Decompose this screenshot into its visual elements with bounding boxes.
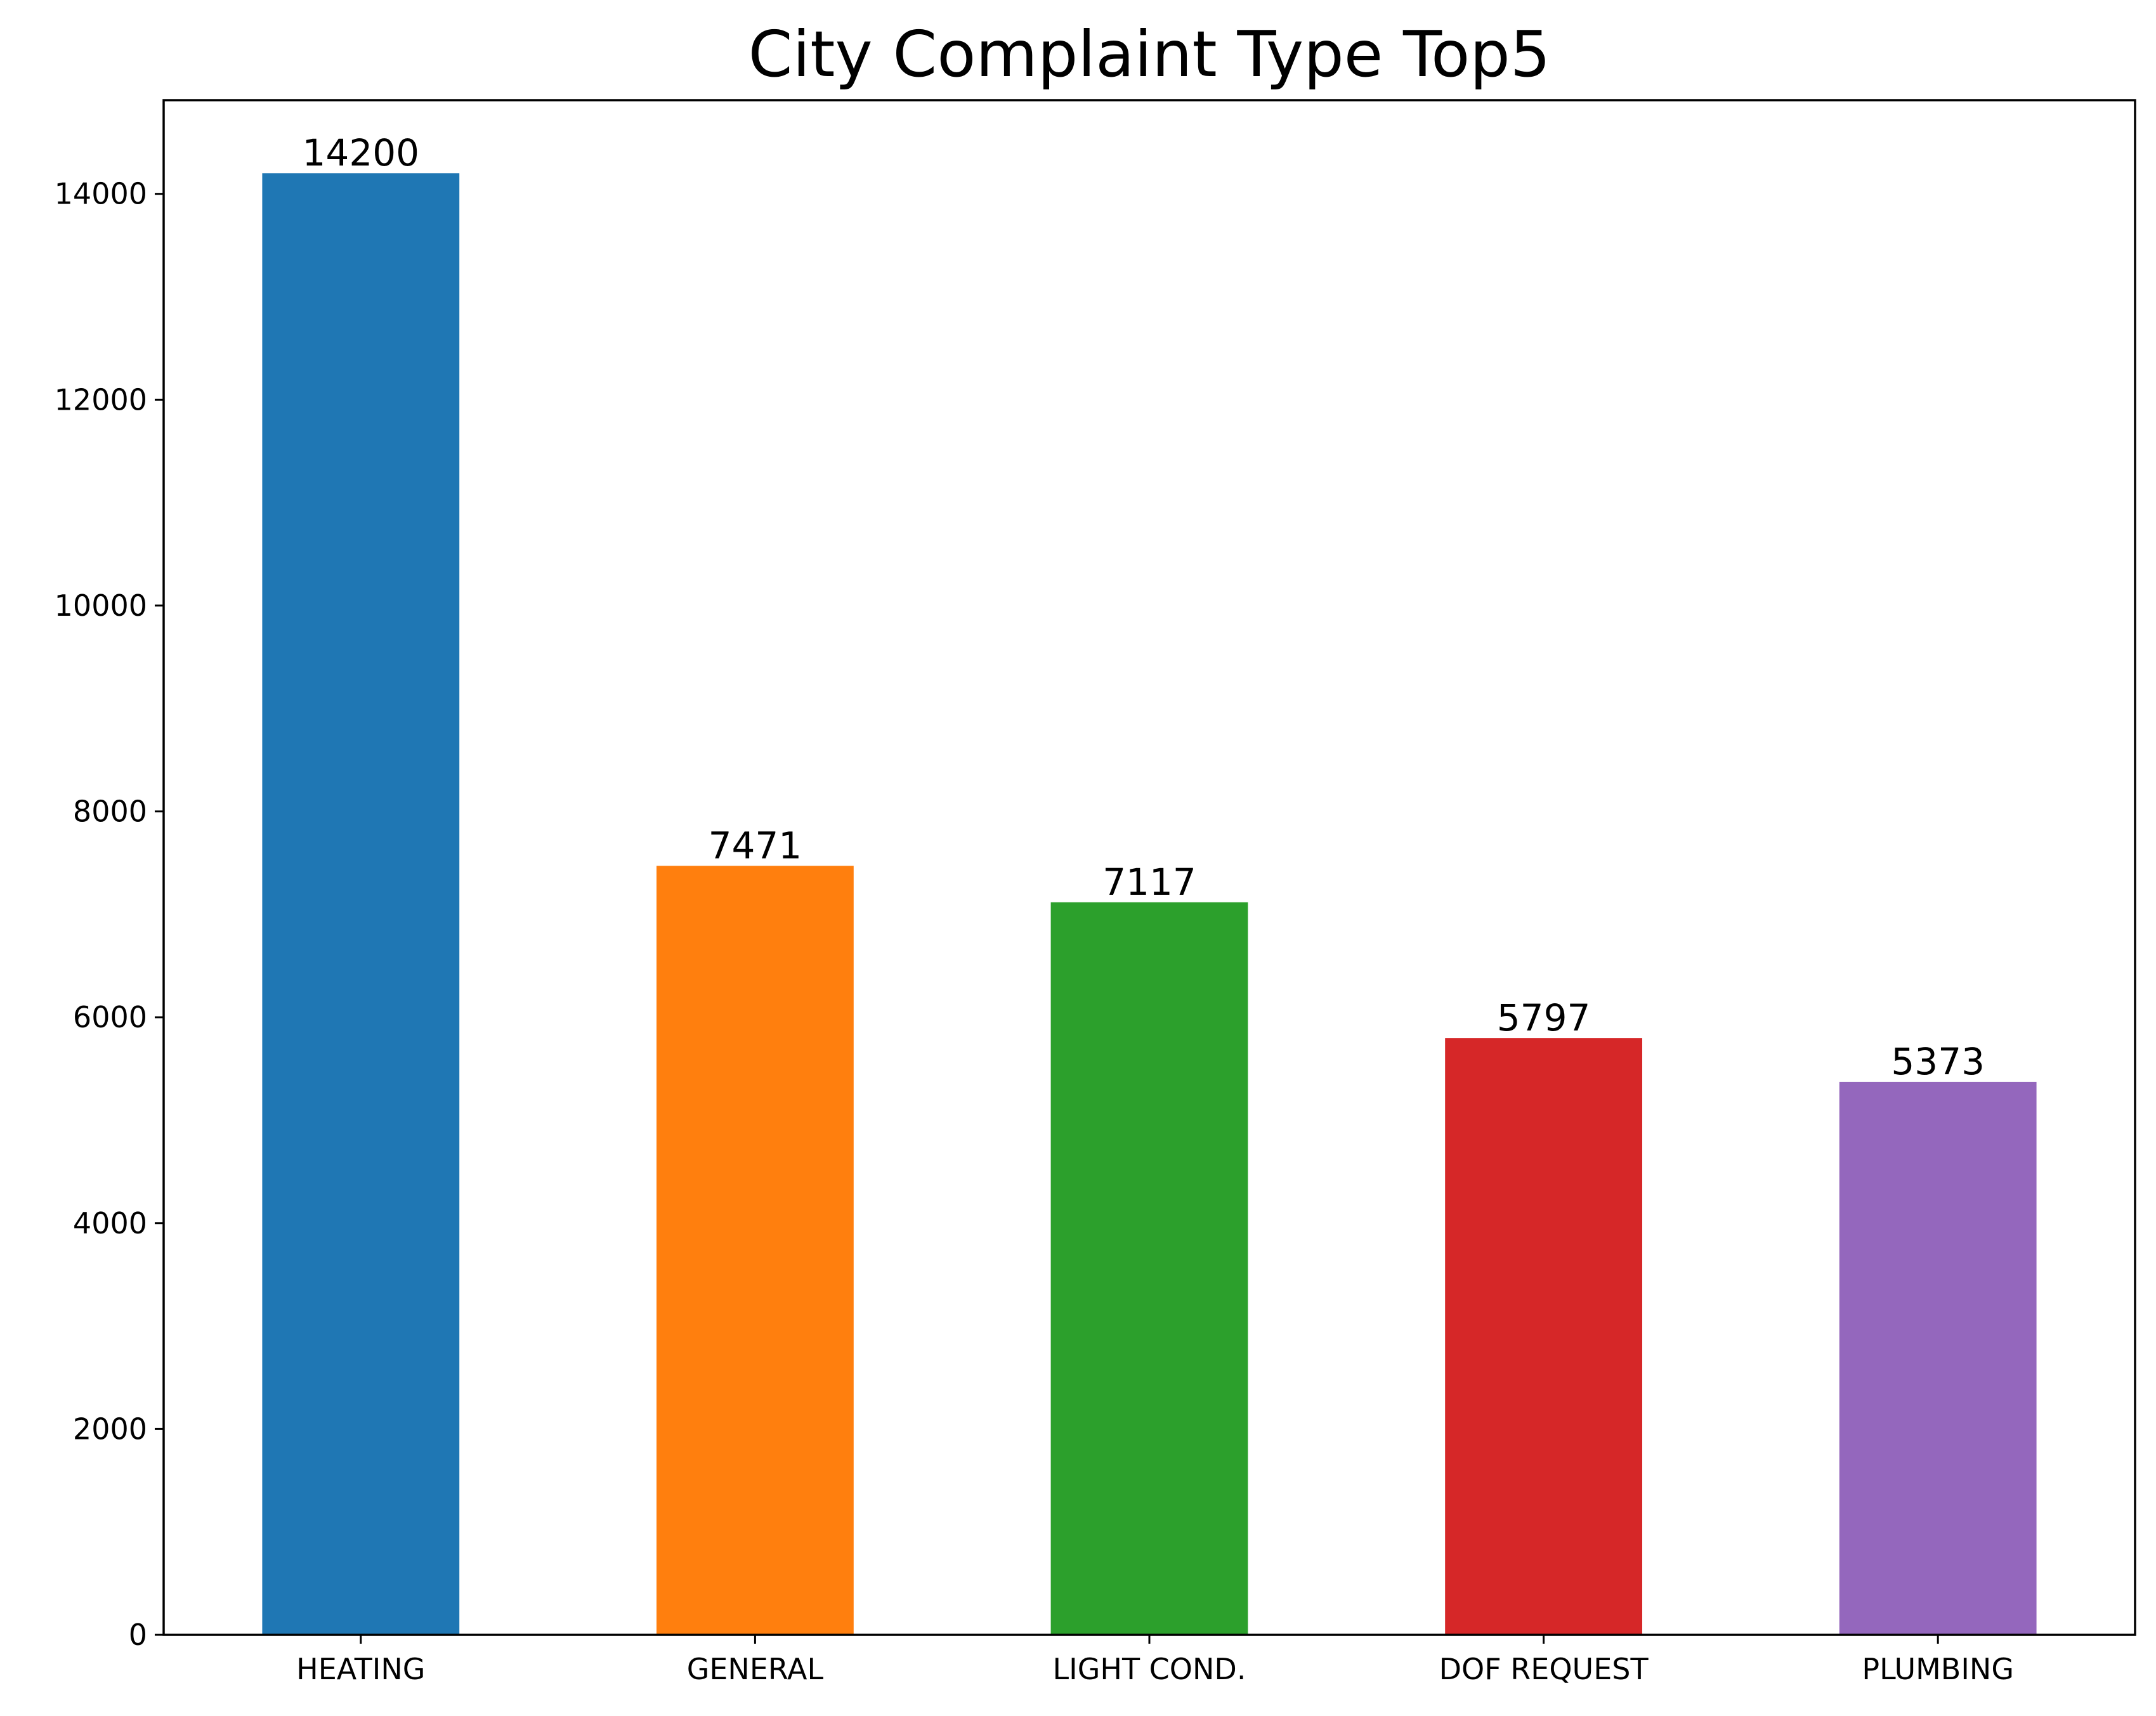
bars-layer [262, 173, 2037, 1635]
bar-light-cond [1050, 902, 1248, 1635]
y-tick-label: 4000 [73, 1206, 147, 1240]
x-tick-label: PLUMBING [1862, 1652, 2014, 1686]
x-tick-label: HEATING [296, 1652, 425, 1686]
y-tick-label: 10000 [55, 588, 147, 623]
bar-value-label: 7117 [1102, 861, 1196, 904]
y-tick-label: 6000 [73, 1000, 147, 1034]
bar-value-label: 5373 [1891, 1040, 1985, 1083]
y-tick-label: 2000 [73, 1412, 147, 1446]
value-labels-layer: 14200 7471 7117 5797 5373 [303, 131, 1985, 1083]
bar-value-label: 7471 [709, 824, 802, 867]
x-tick-label: GENERAL [687, 1652, 824, 1686]
y-axis: 0 2000 4000 6000 8000 10000 12000 14000 [55, 177, 164, 1652]
bar-value-label: 5797 [1497, 996, 1591, 1039]
bar-value-label: 14200 [303, 131, 420, 174]
y-tick-label: 8000 [73, 795, 147, 829]
y-tick-label: 0 [129, 1618, 147, 1652]
x-tick-label: LIGHT COND. [1053, 1652, 1246, 1686]
y-tick-label: 14000 [55, 177, 147, 211]
bar-dof-request [1445, 1038, 1642, 1635]
bar-plumbing [1839, 1081, 2037, 1635]
plot-area-frame [162, 99, 2136, 1636]
bar-heating [262, 173, 460, 1635]
x-tick-label: DOF REQUEST [1439, 1652, 1649, 1686]
chart-title: City Complaint Type Top5 [748, 17, 1551, 91]
y-tick-label: 12000 [55, 382, 147, 417]
x-axis: HEATING GENERAL LIGHT COND. DOF REQUEST PLUM… [296, 1635, 2014, 1686]
bar-general [657, 866, 854, 1635]
